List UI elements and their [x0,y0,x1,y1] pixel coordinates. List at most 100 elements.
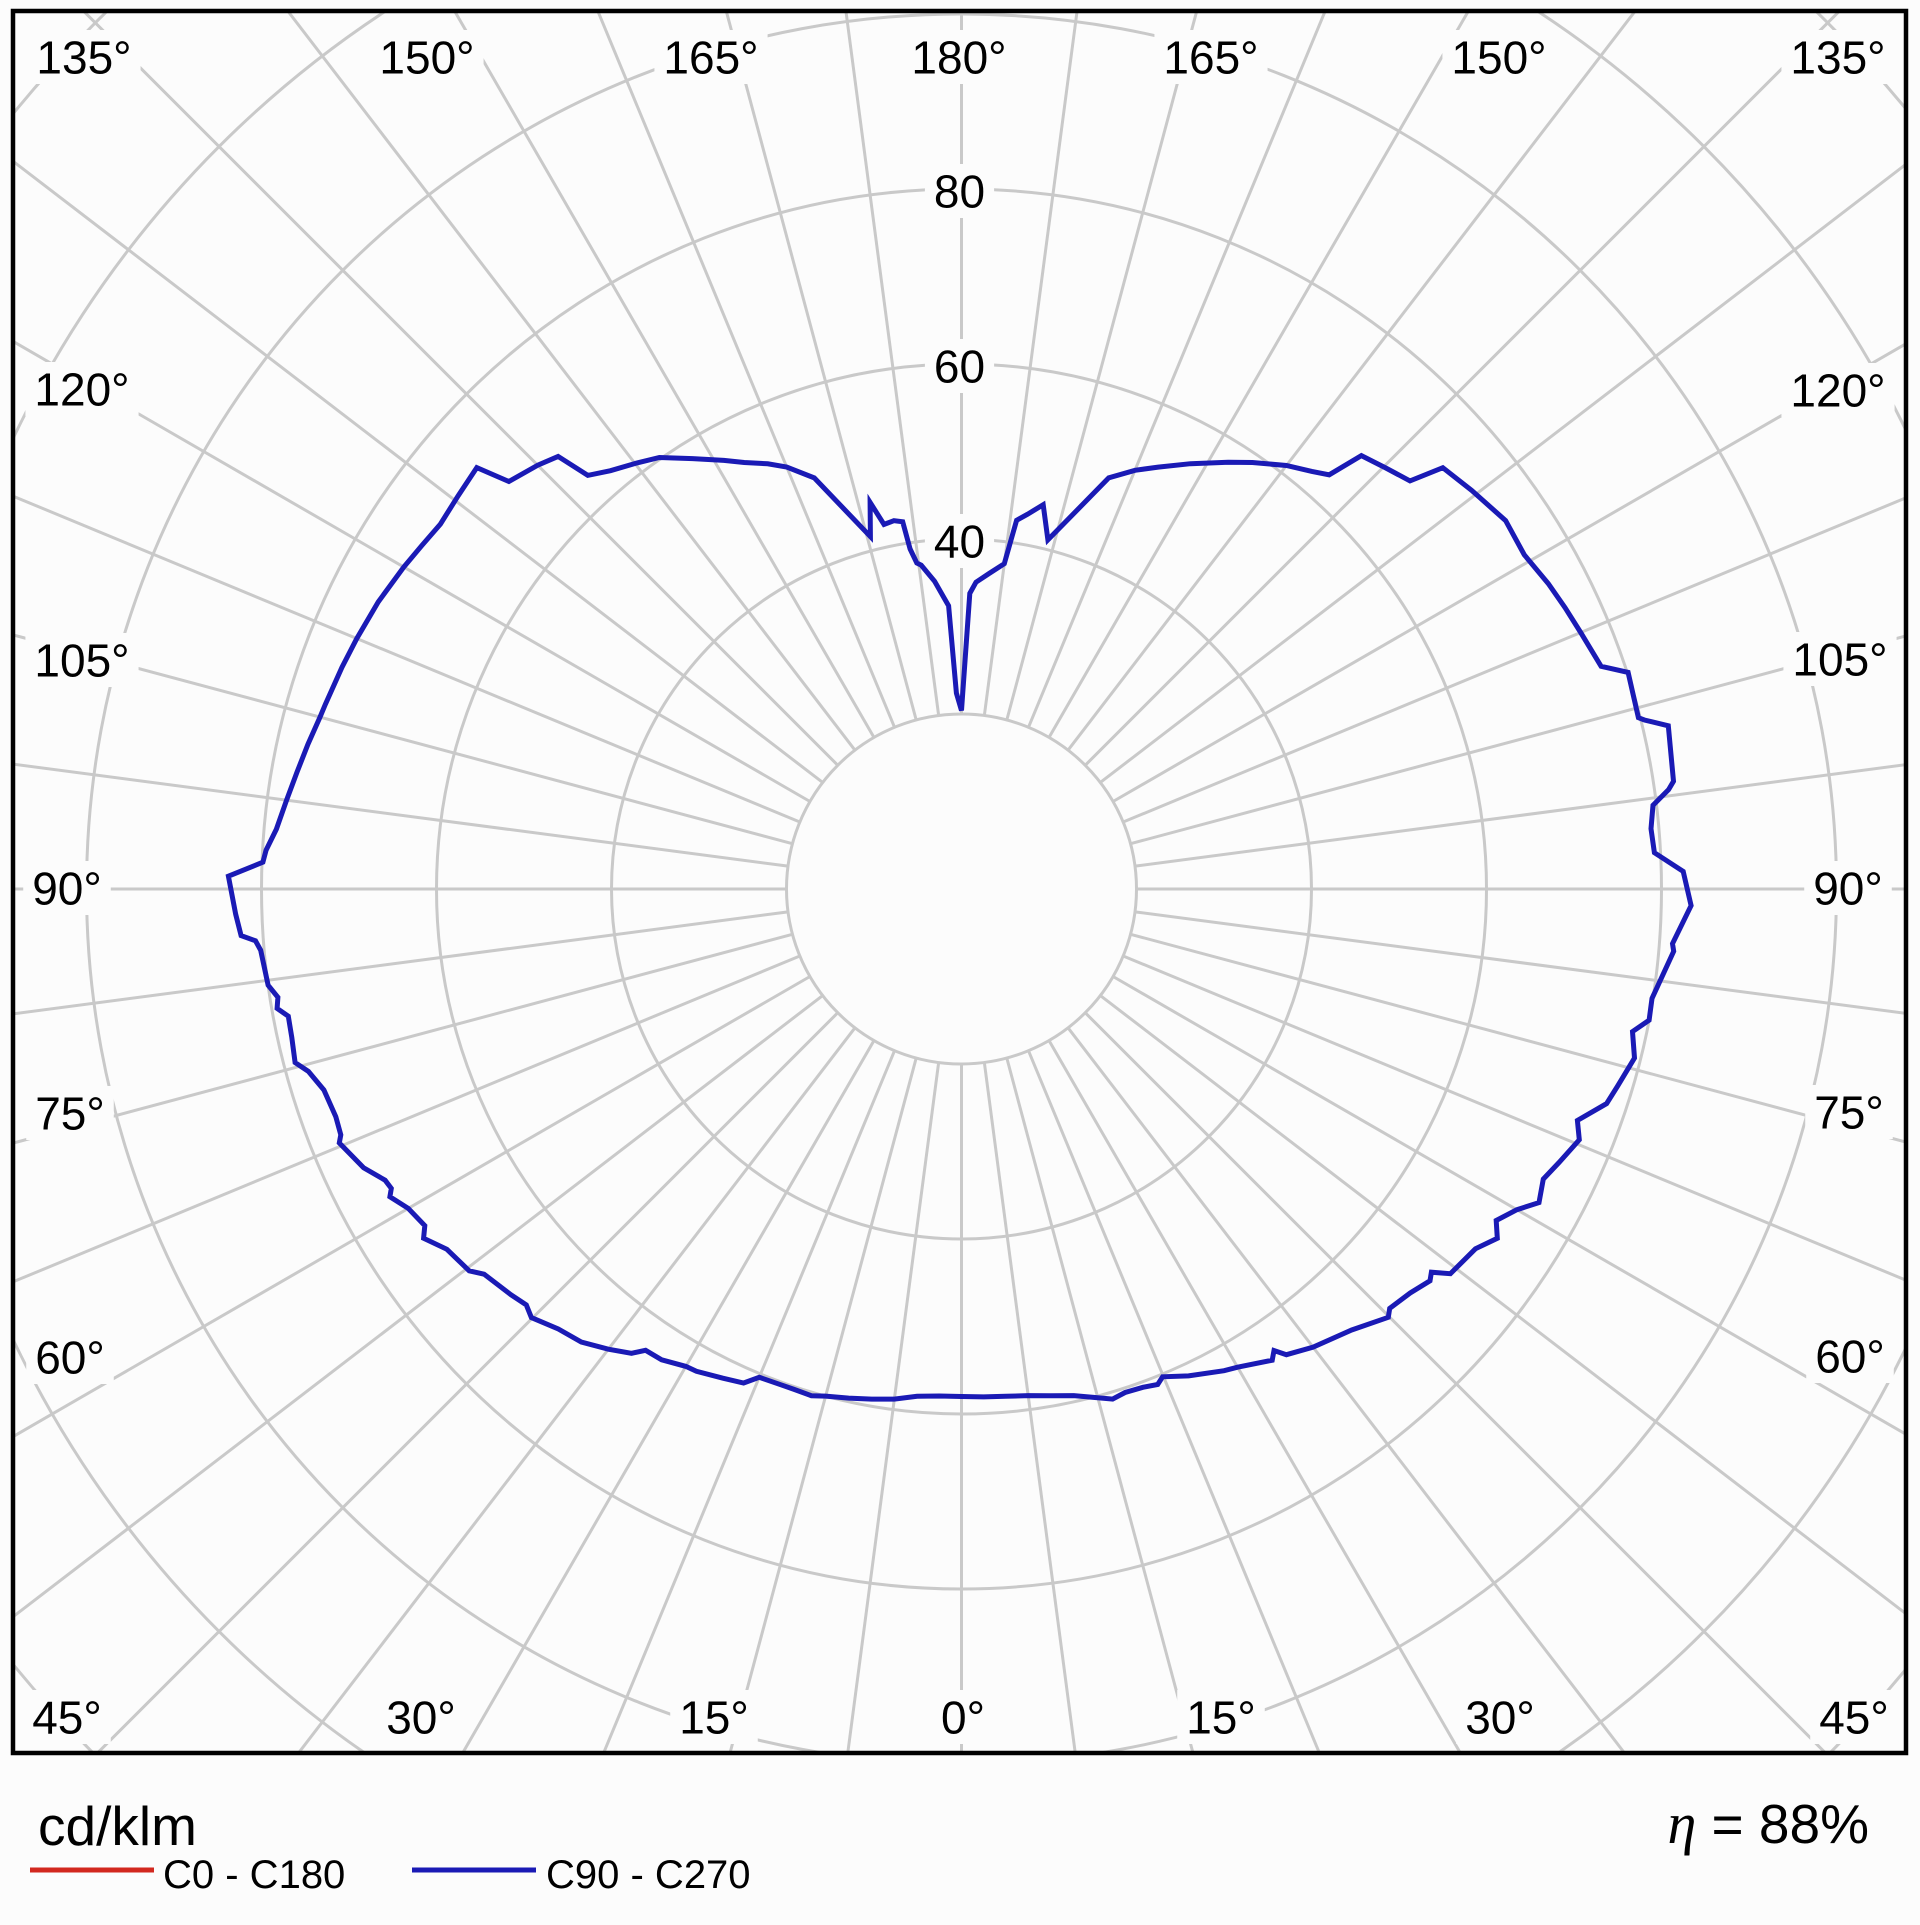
grid-spoke [298,1026,857,1751]
grid-spoke [462,1039,876,1751]
angle-label-165-left: 165° [663,32,758,84]
angle-label-45-left-mask [23,1690,111,1744]
angle-label-150-left-mask [370,30,484,84]
angle-label-90-left-mask [23,861,111,915]
grid-spoke [1122,496,1904,824]
angle-label-180-center: 180° [911,32,1006,84]
angle-label-30-right-mask [1456,1690,1544,1744]
units-label: cd/klm [38,1795,197,1857]
grid-spoke [1099,163,1904,784]
angle-label-45-left: 45° [32,1692,102,1744]
angle-label-135-left-mask [27,30,141,84]
grid-spoke [728,1057,918,1751]
radial-label-40-mask [924,514,995,568]
angle-label-165-right-mask [1154,30,1268,84]
legend-label-c90-c270: C90 - C270 [546,1853,751,1897]
grid-spoke [1027,13,1326,728]
angle-label-15-right: 15° [1186,1692,1256,1744]
grid-spoke [982,13,1079,716]
grid-spoke [1047,1039,1461,1751]
angle-label-150-left: 150° [379,32,474,84]
eta-symbol: η [1667,1791,1696,1856]
angle-label-75-right-mask [1805,1085,1893,1139]
radial-label-60: 60 [934,341,985,393]
angle-label-90-left: 90° [32,863,102,915]
grid-spoke [15,910,789,1016]
grid-spoke [454,13,876,739]
radial-label-80-mask [924,164,995,218]
grid-spoke [15,160,824,784]
grid-spoke [1130,932,1904,1144]
grid-spoke [1134,763,1904,868]
angle-label-165-left-mask [654,30,768,84]
angle-label-120-left: 120° [34,364,129,416]
grid-spoke [1084,1011,1826,1751]
angle-label-30-left: 30° [386,1692,456,1744]
grid-spoke [15,340,811,803]
curve-c90-c270 [225,452,1694,1402]
grid-spoke [1099,994,1904,1615]
grid-spoke [15,994,824,1618]
grid-spoke [1005,1057,1195,1751]
grid-spoke [1027,1050,1321,1751]
grid-spoke [1005,13,1198,721]
grid-spoke [725,13,918,721]
legend: C0 - C180 C90 - C270 [30,1853,751,1897]
angle-label-75-right: 75° [1814,1087,1884,1139]
angle-label-135-left: 135° [36,32,131,84]
grid-spoke [15,495,801,824]
radial-label-40: 40 [934,516,985,568]
grid-spoke [1112,343,1904,803]
grid-spoke [846,1062,941,1751]
grid-spoke [1066,1026,1625,1751]
grid-spoke [15,762,789,868]
plot-background [13,11,1906,1753]
angle-label-90-right: 90° [1813,863,1883,915]
angle-label-15-left: 15° [679,1692,749,1744]
grid-spoke [287,13,857,752]
grid-spoke [844,13,941,716]
grid-spoke [1134,910,1904,1015]
angle-label-75-left-mask [26,1086,114,1140]
grid-spoke [1112,975,1904,1435]
angle-label-120-left-mask [25,362,139,416]
angle-label-105-right-mask [1783,632,1897,686]
angle-label-120-right-mask [1781,363,1895,417]
plot-border [10,8,1909,1756]
grid-spoke [1122,954,1904,1282]
angle-label-60-right: 60° [1815,1331,1885,1383]
angle-label-30-left-mask [377,1690,465,1744]
angle-label-165-right: 165° [1163,32,1258,84]
efficiency-label: η = 88% [1667,1791,1869,1856]
angle-label-180-center-mask [902,30,1016,84]
angle-label-45-right-mask [1810,1690,1898,1744]
grid-spoke [982,1062,1077,1751]
angle-label-60-right-mask [1806,1329,1894,1383]
angle-label-150-right: 150° [1451,32,1546,84]
angle-label-105-right: 105° [1792,634,1887,686]
grid-spoke [1047,13,1469,739]
angle-label-0-center-mask [932,1690,994,1744]
grid-spoke [15,954,801,1283]
grid-spoke [15,975,811,1438]
angle-label-15-left-mask [670,1690,758,1744]
angle-label-60-left-mask [26,1330,114,1384]
radial-label-80: 80 [934,166,985,218]
grid-spoke [1066,13,1636,752]
grid-labels: 180° 165° 150° 135° 120° 105° 90° 75° 60° 45° 30° 1… [23,30,1898,1744]
efficiency-value: = 88% [1696,1793,1869,1855]
angle-label-60-left: 60° [35,1332,105,1384]
angle-label-105-left-mask [25,633,139,687]
angle-label-135-right: 135° [1790,32,1885,84]
angle-label-150-right-mask [1442,30,1556,84]
grid-spoke [15,633,793,846]
grid-spoke [597,13,896,728]
grid-spoke [1130,634,1904,846]
grid-spoke [97,1011,839,1751]
angle-label-135-right-mask [1781,30,1895,84]
angle-label-90-right-mask [1804,861,1892,915]
angle-label-75-left: 75° [35,1088,105,1140]
angle-label-120-right: 120° [1790,365,1885,417]
